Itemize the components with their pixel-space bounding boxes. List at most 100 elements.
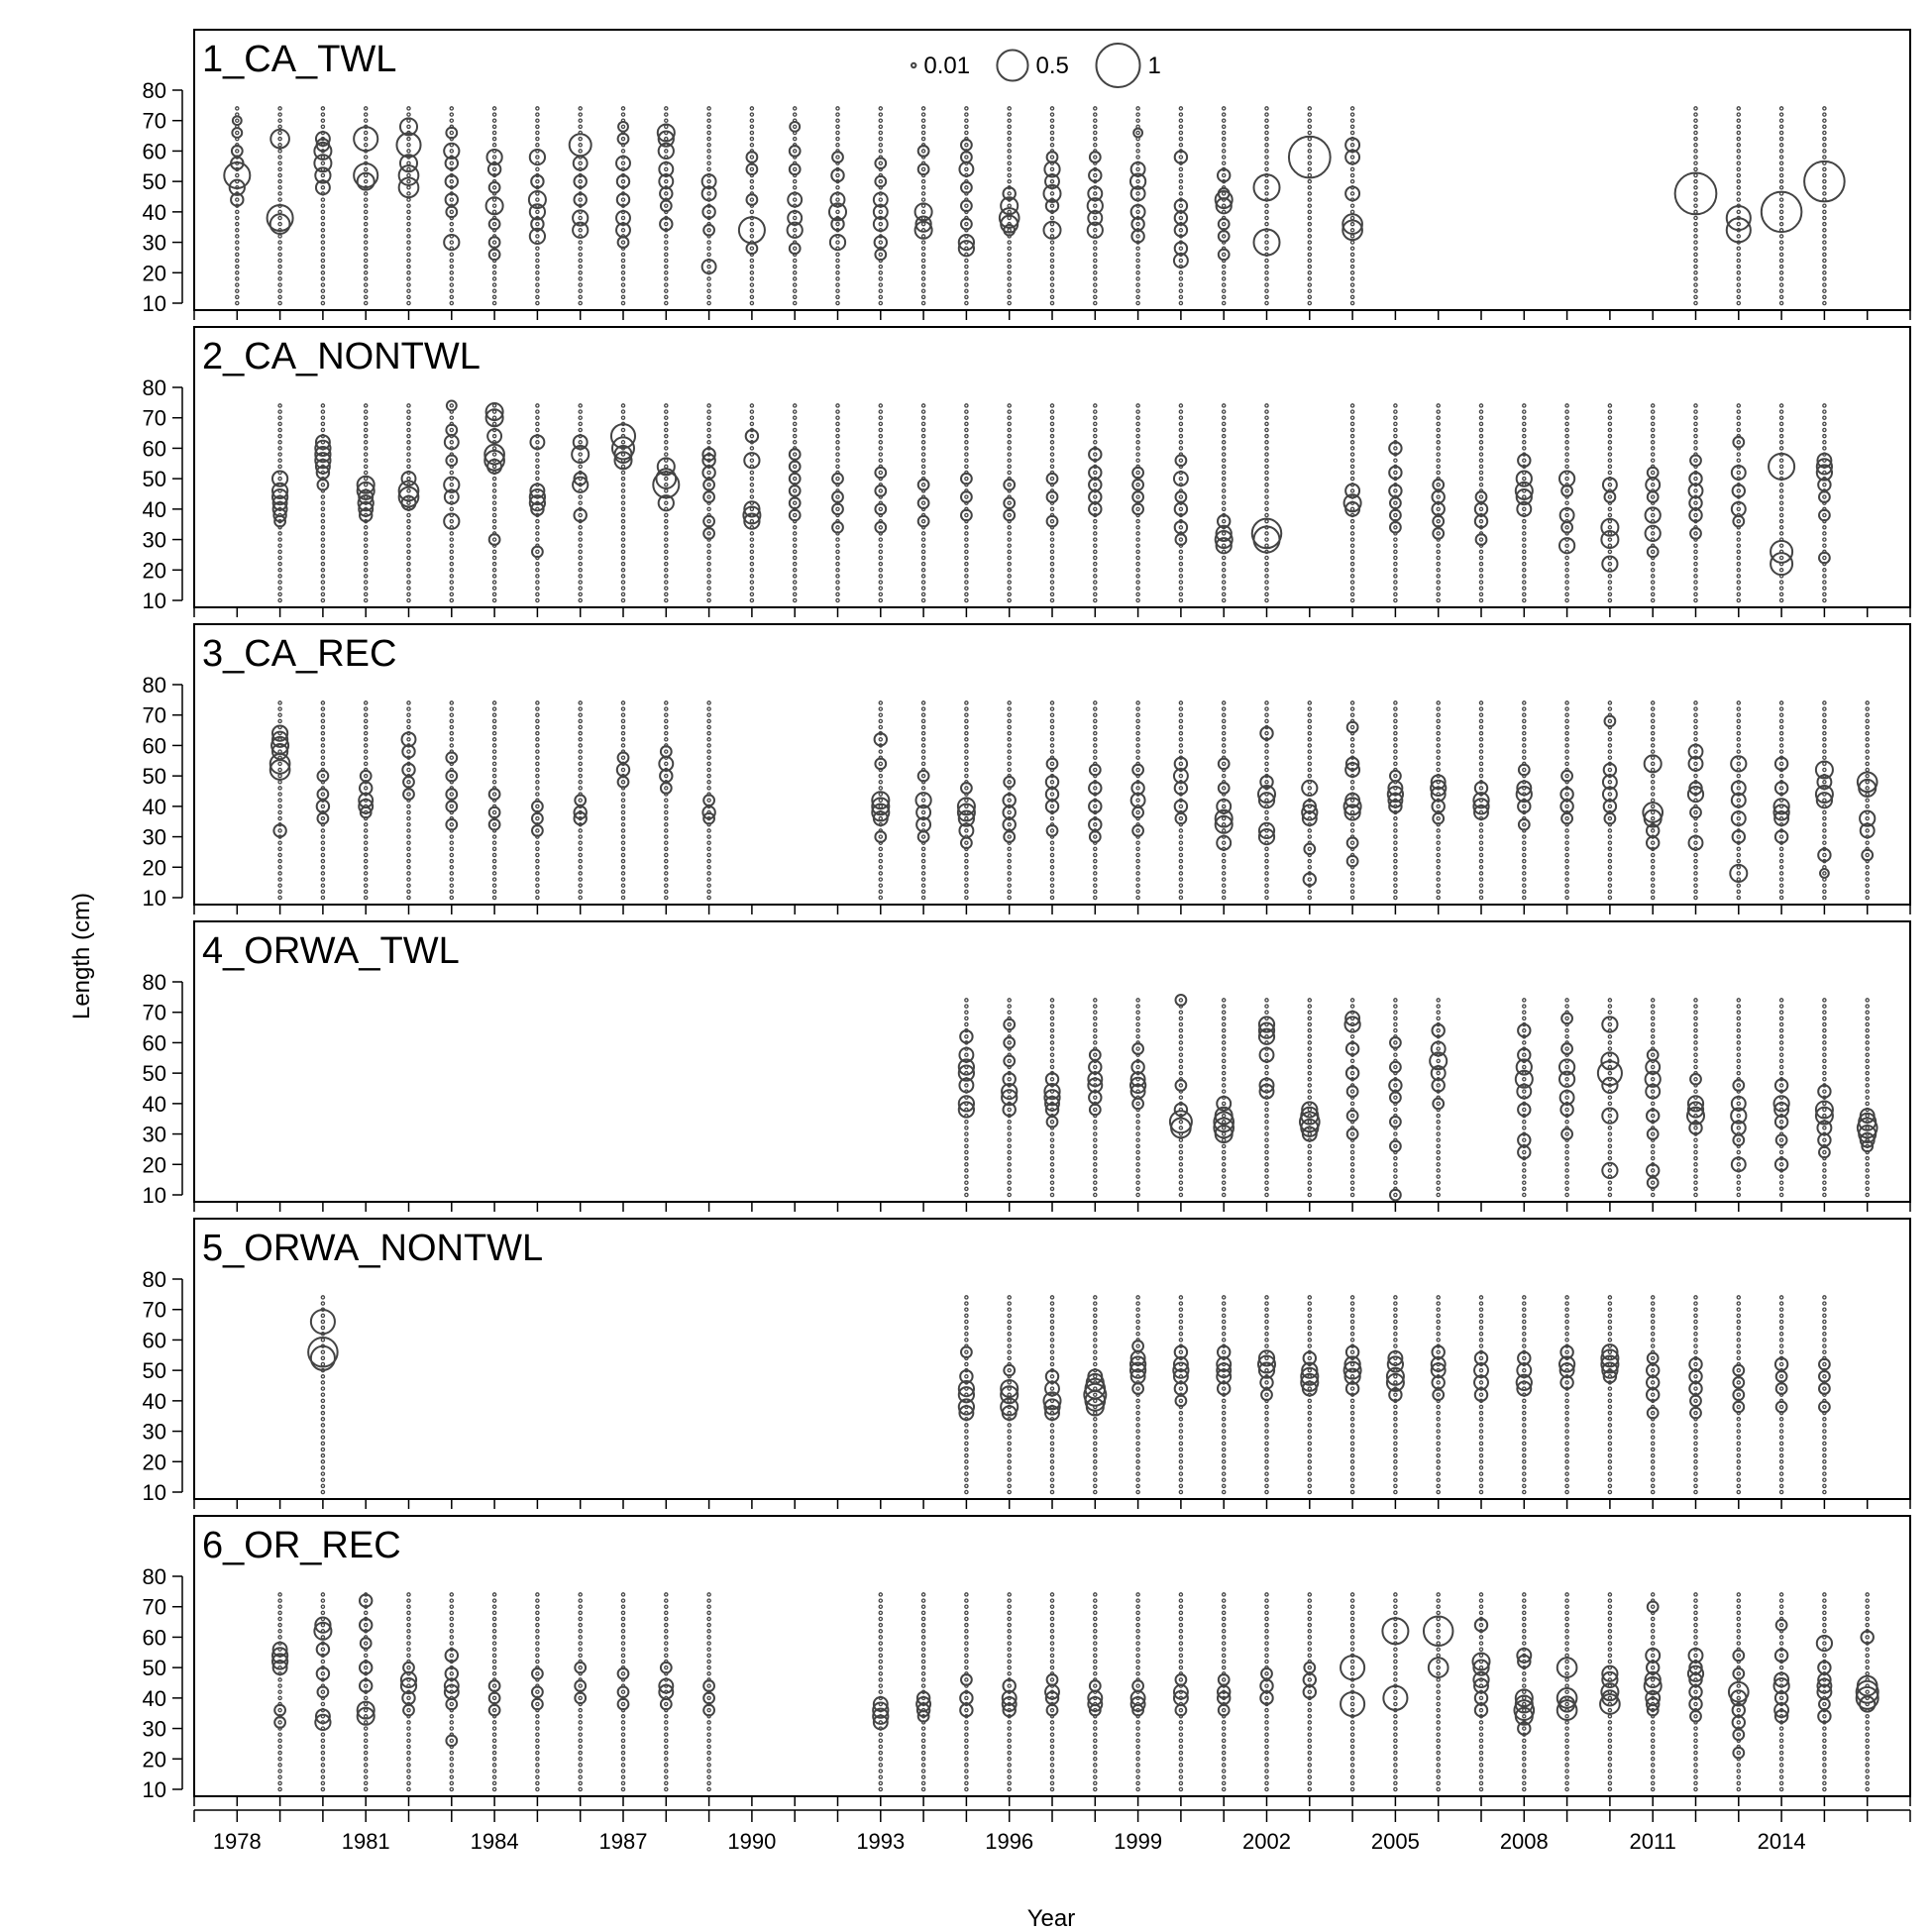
data-point (277, 252, 282, 258)
data-point (1736, 749, 1742, 754)
data-point (578, 197, 583, 202)
data-point (1007, 1192, 1012, 1198)
data-bubble (872, 191, 889, 208)
data-point (1264, 300, 1269, 306)
data-point (749, 568, 755, 573)
data-point (620, 586, 626, 590)
data-point (664, 586, 669, 590)
data-point (1049, 494, 1055, 499)
data-bubble (1174, 533, 1188, 546)
data-point (1264, 470, 1269, 476)
y-tick-label: 20 (143, 855, 166, 880)
data-bubble (1002, 1102, 1017, 1118)
data-point (449, 706, 455, 711)
data-point (1093, 1174, 1098, 1179)
data-point (1178, 300, 1184, 306)
data-point (1650, 586, 1656, 590)
data-point (1778, 895, 1784, 901)
data-bubble (1817, 847, 1832, 863)
data-bubble (397, 164, 420, 186)
data-bubble (1252, 173, 1281, 202)
data-point (1349, 822, 1355, 827)
data-point (664, 597, 669, 603)
data-point (363, 755, 369, 760)
data-point (1007, 415, 1012, 420)
data-point (1049, 712, 1055, 717)
data-point (620, 700, 626, 705)
data-point (1221, 555, 1227, 561)
data-bubble (1172, 253, 1189, 268)
data-point (1049, 840, 1055, 845)
data-bubble (1730, 465, 1747, 481)
data-point (878, 724, 884, 730)
data-point (1393, 561, 1398, 567)
data-point (1650, 712, 1656, 717)
data-point (1264, 234, 1269, 239)
data-point (1822, 895, 1827, 901)
data-point (1007, 464, 1012, 470)
data-point (878, 506, 884, 512)
data-point (1822, 700, 1827, 705)
data-bubble (1345, 720, 1359, 734)
data-point (535, 597, 540, 603)
data-bubble (617, 120, 629, 133)
data-point (620, 415, 626, 420)
data-point (664, 409, 669, 414)
data-point (1007, 865, 1012, 870)
data-point (620, 718, 626, 724)
data-point (1478, 574, 1484, 579)
data-point (1865, 871, 1870, 876)
data-bubble (530, 501, 545, 517)
data-point (1865, 804, 1870, 809)
data-point (1822, 724, 1827, 730)
data-point (1778, 1192, 1784, 1198)
data-bubble (1003, 1018, 1017, 1031)
data-point (964, 586, 969, 590)
data-point (664, 300, 669, 306)
data-point (1307, 1180, 1313, 1185)
y-tick-label: 40 (143, 497, 166, 522)
data-point (1307, 1077, 1313, 1082)
data-point (491, 252, 497, 258)
data-point (664, 288, 669, 293)
data-point (449, 149, 455, 154)
data-point (277, 792, 282, 797)
data-bubble (1646, 466, 1660, 480)
data-point (749, 494, 755, 499)
data-point (1564, 580, 1569, 585)
data-point (491, 809, 497, 815)
data-point (1221, 1113, 1227, 1119)
data-point (1736, 773, 1742, 779)
data-point (1007, 749, 1012, 754)
data-bubble (1430, 774, 1447, 791)
data-point (1221, 409, 1227, 414)
data-point (535, 580, 540, 585)
data-bubble (398, 154, 419, 173)
data-point (235, 172, 240, 178)
data-point (1822, 543, 1827, 548)
data-point (1736, 1083, 1742, 1088)
data-point (1650, 749, 1656, 754)
data-point (664, 580, 669, 585)
data-point (1221, 1126, 1227, 1130)
data-point (1049, 543, 1055, 548)
data-bubble (1803, 160, 1846, 203)
data-point (406, 549, 411, 555)
data-bubble (1557, 470, 1576, 487)
data-point (792, 276, 798, 281)
data-bubble (1217, 782, 1231, 795)
data-point (1650, 889, 1656, 895)
data-point (1221, 264, 1227, 269)
data-point (1264, 452, 1269, 457)
data-point (964, 118, 969, 123)
data-bubble (1173, 223, 1189, 238)
data-point (1607, 755, 1613, 760)
data-point (964, 130, 969, 136)
data-point (878, 549, 884, 555)
data-bubble (958, 1046, 975, 1063)
data-point (1178, 1126, 1184, 1130)
data-point (1093, 1027, 1098, 1033)
data-point (578, 494, 583, 499)
data-point (1264, 282, 1269, 287)
data-bubble (998, 207, 1020, 229)
